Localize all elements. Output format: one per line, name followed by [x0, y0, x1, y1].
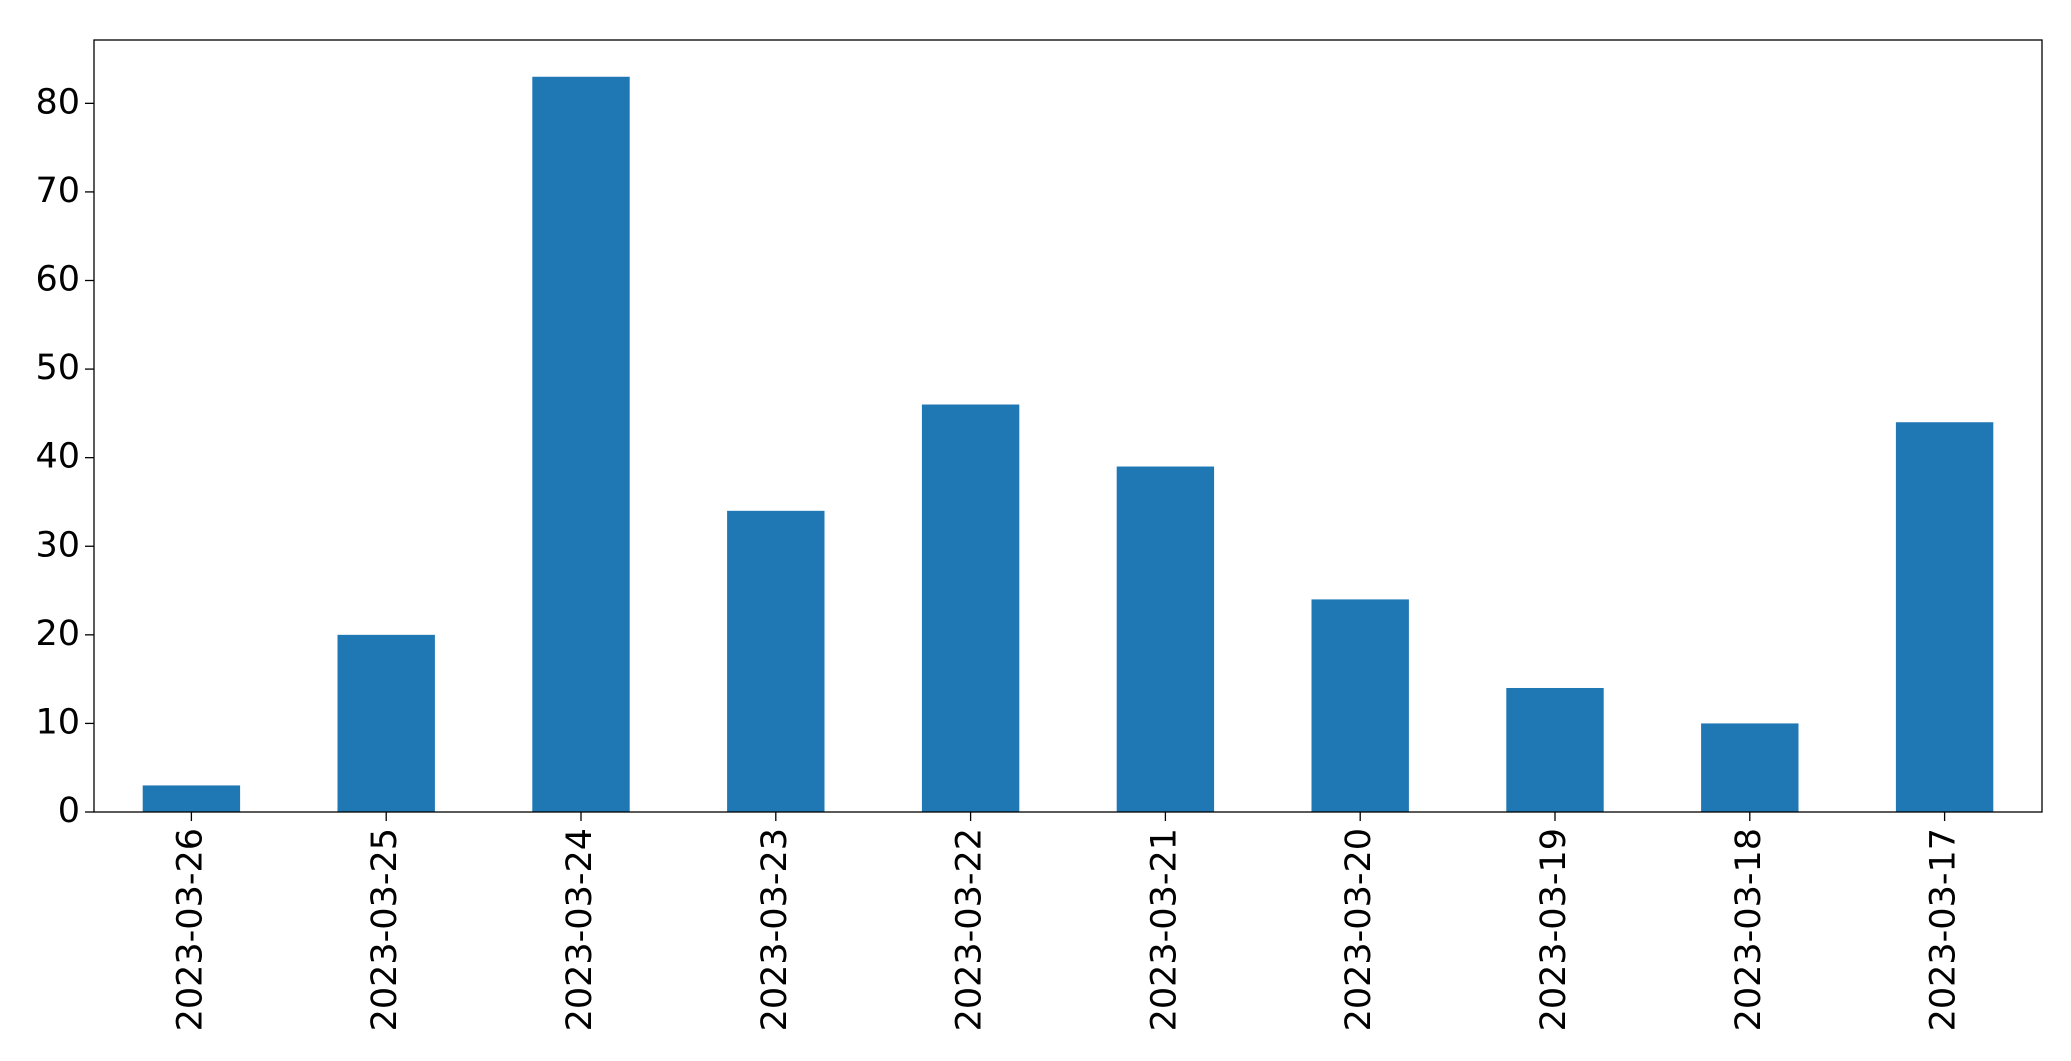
y-tick-label: 50	[35, 348, 80, 388]
x-tick-label: 2023-03-23	[755, 828, 795, 1031]
x-tick-label: 2023-03-25	[365, 828, 405, 1031]
bar	[532, 76, 630, 812]
bar	[1116, 466, 1215, 812]
x-tick-label: 2023-03-19	[1534, 828, 1574, 1031]
bar	[1895, 422, 1994, 812]
bar	[921, 404, 1020, 812]
x-tick-label: 2023-03-26	[170, 828, 210, 1031]
x-tick-label: 2023-03-20	[1339, 828, 1379, 1031]
y-tick-label: 40	[35, 437, 80, 477]
y-tick-label: 20	[35, 614, 80, 654]
x-tick-label: 2023-03-18	[1729, 828, 1769, 1031]
bar	[337, 634, 435, 812]
plot-frame	[93, 39, 2043, 813]
x-tick-label: 2023-03-17	[1924, 828, 1964, 1031]
y-tick-label: 80	[35, 82, 80, 122]
y-tick-label: 10	[35, 702, 80, 742]
y-tick-label: 0	[58, 791, 80, 831]
bar	[727, 510, 825, 812]
x-tick-label: 2023-03-22	[950, 828, 990, 1031]
x-tick-label: 2023-03-24	[560, 828, 600, 1031]
y-tick-label: 70	[35, 171, 80, 211]
x-tick-label: 2023-03-21	[1144, 828, 1184, 1031]
y-tick-label: 60	[35, 260, 80, 300]
bar	[142, 785, 241, 812]
bar	[1506, 687, 1604, 812]
bar	[1311, 599, 1409, 812]
bar	[1701, 723, 1799, 812]
y-tick-label: 30	[35, 525, 80, 565]
